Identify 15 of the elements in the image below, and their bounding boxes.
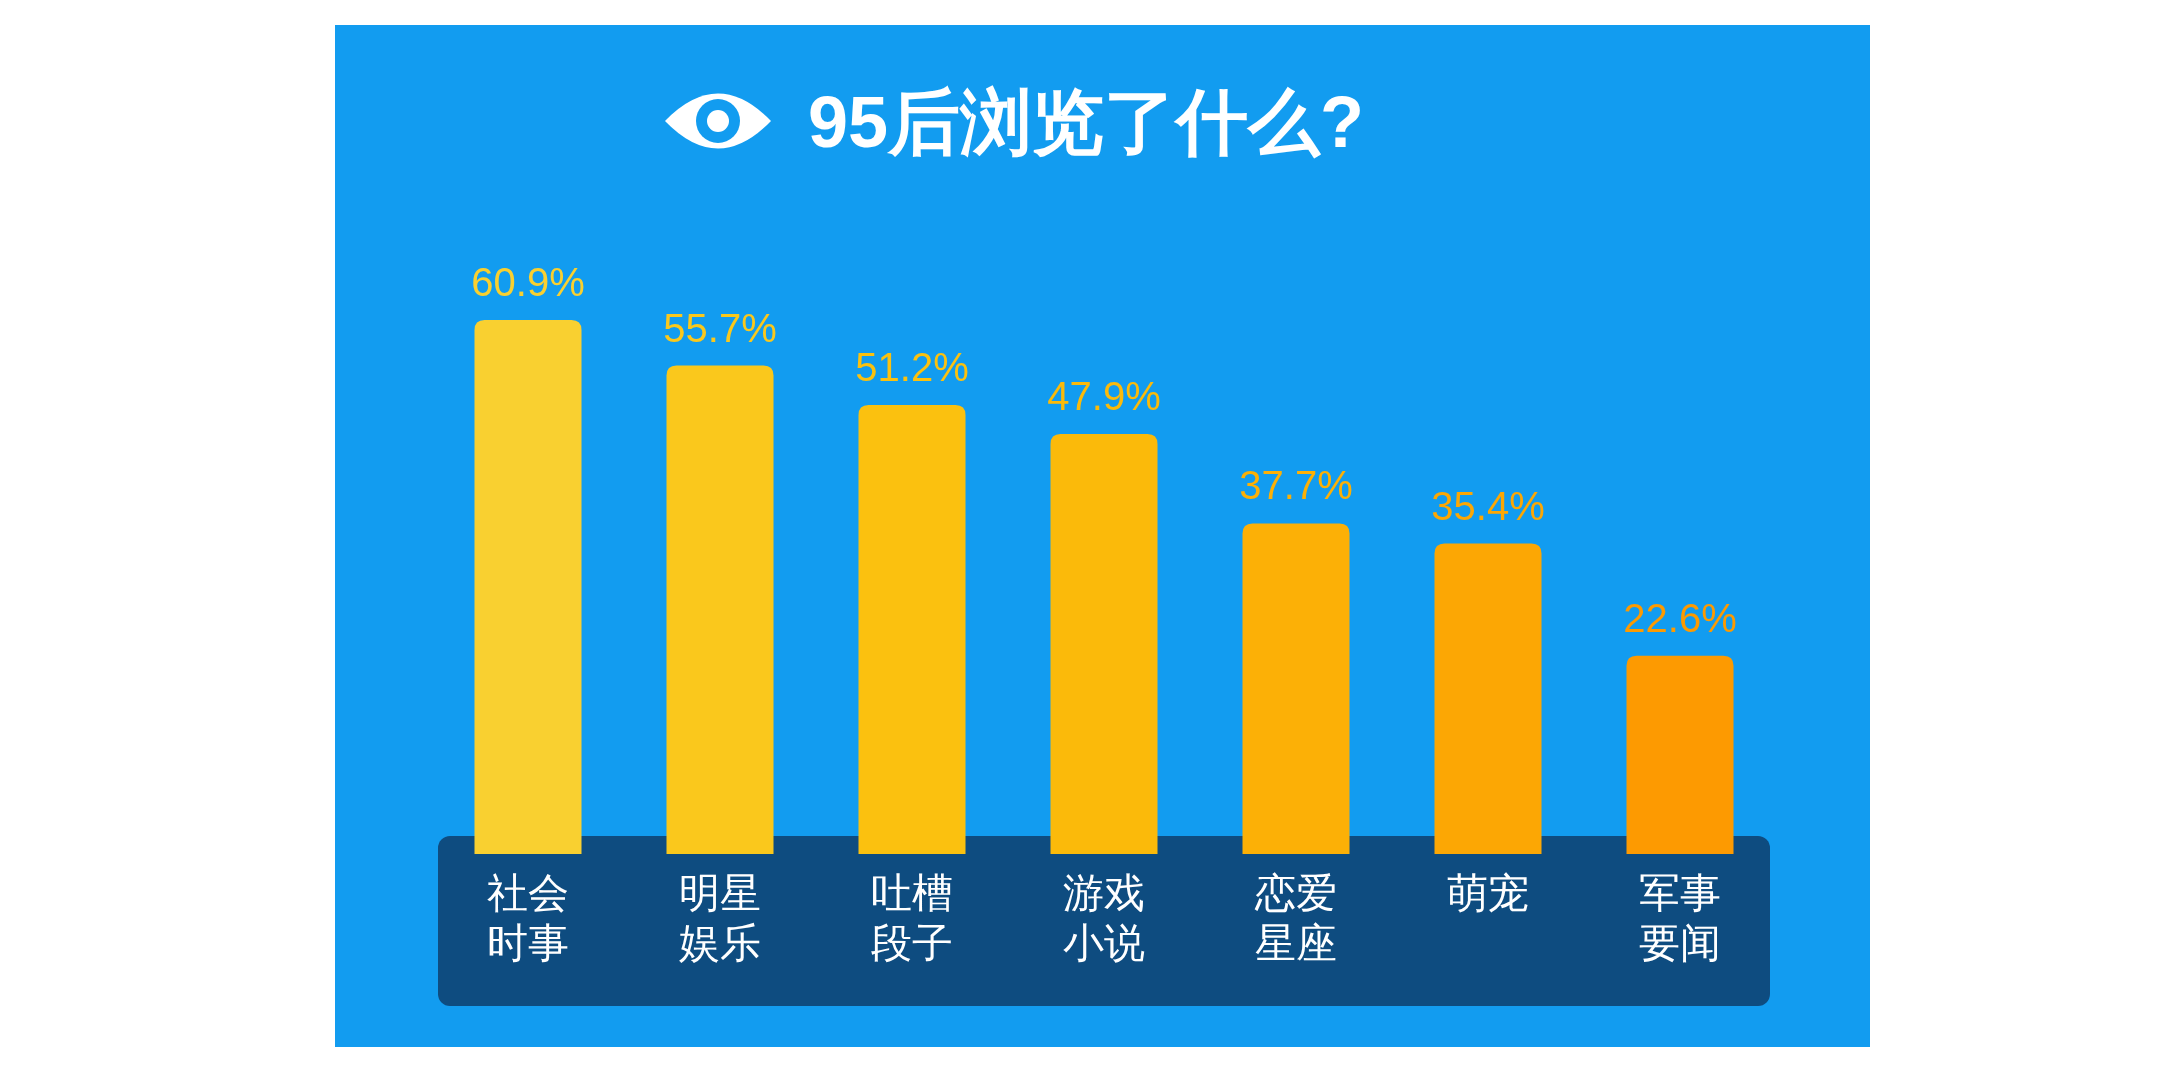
data-label: 35.4% <box>1431 483 1545 528</box>
data-label: 60.9% <box>471 260 585 304</box>
x-tick-label: 萌宠 <box>1446 869 1530 918</box>
data-label: 55.7% <box>663 305 777 350</box>
data-label: 47.9% <box>1047 373 1161 418</box>
x-tick-label: 明星娱乐 <box>678 869 762 968</box>
x-tick-label: 游戏小说 <box>1062 869 1146 968</box>
x-tick-label: 军事要闻 <box>1638 869 1722 968</box>
x-tick-label: 吐槽段子 <box>870 869 954 968</box>
x-tick-label: 恋爱星座 <box>1254 869 1338 968</box>
data-label: 37.7% <box>1239 463 1353 508</box>
data-label: 51.2% <box>855 345 969 390</box>
x-tick-label: 社会时事 <box>486 869 570 968</box>
chart-title: 95后浏览了什么? <box>808 82 1365 162</box>
data-label: 22.6% <box>1623 595 1737 640</box>
